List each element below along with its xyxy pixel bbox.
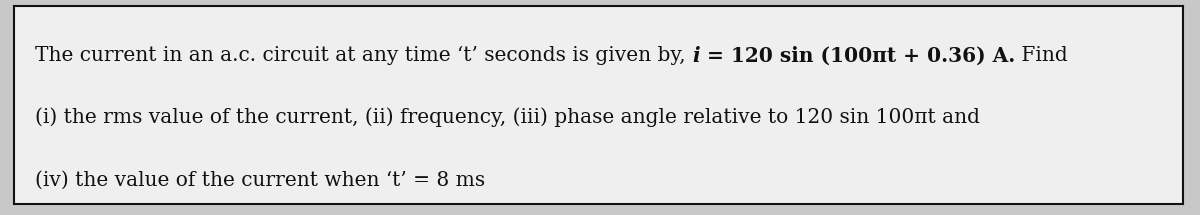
Text: Find: Find	[1015, 46, 1068, 65]
Text: (i) the rms value of the current, (ii) frequency, (iii) phase angle relative to : (i) the rms value of the current, (ii) f…	[36, 107, 980, 127]
Text: (iv) the value of the current when ‘t’ = 8 ms: (iv) the value of the current when ‘t’ =…	[36, 171, 486, 190]
Text: The current in an a.c. circuit at any time ‘t’ seconds is given by,: The current in an a.c. circuit at any ti…	[36, 46, 692, 65]
Text: = 120 sin (100πt + 0.36) A.: = 120 sin (100πt + 0.36) A.	[700, 46, 1015, 66]
Text: i: i	[692, 46, 700, 66]
